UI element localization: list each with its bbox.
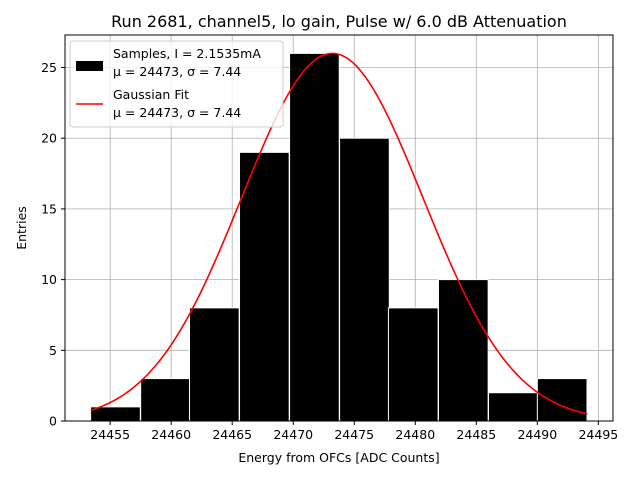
histogram-bar	[387, 307, 439, 422]
x-tick-label: 24475	[334, 427, 374, 442]
x-tick-label: 24470	[273, 427, 313, 442]
histogram-bar	[239, 151, 290, 422]
x-tick-label: 24465	[212, 427, 252, 442]
x-tick-label: 24455	[90, 427, 130, 442]
x-tick-label: 24490	[517, 427, 557, 442]
histogram-bar	[339, 137, 390, 422]
gaussian-fit-curve	[90, 52, 588, 415]
histogram-bars	[90, 52, 588, 422]
histogram-bar	[188, 307, 240, 422]
y-tick-label: 5	[49, 343, 57, 358]
x-axis-label: Energy from OFCs [ADC Counts]	[238, 450, 439, 465]
histogram-bar	[289, 52, 340, 422]
gaussian-fit	[90, 52, 588, 415]
y-tick-label: 20	[41, 131, 57, 146]
legend-label-samples-line1: Samples, I = 2.1535mA	[113, 46, 261, 61]
y-tick-label: 25	[41, 60, 57, 75]
legend-swatch-samples	[76, 61, 103, 71]
legend-label-samples-line2: μ = 24473, σ = 7.44	[113, 64, 241, 79]
x-axis-ticks: 24455 24460 24465 24470 24475 24480 24485 24490…	[90, 421, 618, 442]
x-tick-label: 24480	[395, 427, 435, 442]
x-tick-label: 24495	[578, 427, 618, 442]
y-axis-label: Entries	[14, 206, 29, 250]
chart-title: Run 2681, channel5, lo gain, Pulse w/ 6.…	[111, 12, 567, 31]
histogram-bar	[437, 279, 489, 422]
plot-frame	[64, 34, 614, 422]
histogram-bar	[140, 378, 191, 422]
histogram-bar	[488, 392, 539, 422]
y-tick-label: 10	[41, 272, 57, 287]
y-axis-ticks: 0 5 10 15 20 25	[41, 60, 65, 429]
legend: Samples, I = 2.1535mA μ = 24473, σ = 7.4…	[69, 40, 284, 128]
x-tick-label: 24485	[456, 427, 496, 442]
histogram-bar	[90, 406, 141, 422]
legend-label-fit-line1: Gaussian Fit	[113, 87, 189, 102]
y-tick-label: 0	[49, 414, 57, 429]
legend-box	[69, 40, 284, 128]
histogram-bar	[536, 378, 588, 422]
x-tick-label: 24460	[151, 427, 191, 442]
y-tick-label: 15	[41, 201, 57, 216]
legend-label-fit-line2: μ = 24473, σ = 7.44	[113, 105, 241, 120]
